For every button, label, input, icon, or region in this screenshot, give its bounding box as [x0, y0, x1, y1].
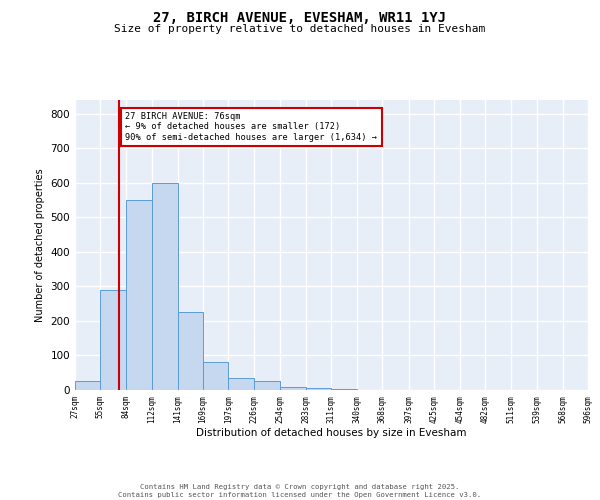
Bar — [75, 382, 100, 390]
Y-axis label: Number of detached properties: Number of detached properties — [35, 168, 45, 322]
Bar — [203, 362, 228, 390]
Bar — [306, 388, 331, 390]
Bar — [152, 183, 178, 390]
Bar — [280, 386, 306, 390]
Bar — [228, 378, 254, 390]
Bar — [178, 312, 203, 390]
Bar — [100, 290, 127, 390]
Bar — [331, 389, 357, 390]
Text: 27, BIRCH AVENUE, EVESHAM, WR11 1YJ: 27, BIRCH AVENUE, EVESHAM, WR11 1YJ — [154, 11, 446, 25]
X-axis label: Distribution of detached houses by size in Evesham: Distribution of detached houses by size … — [196, 428, 467, 438]
Text: 27 BIRCH AVENUE: 76sqm
← 9% of detached houses are smaller (172)
90% of semi-det: 27 BIRCH AVENUE: 76sqm ← 9% of detached … — [125, 112, 377, 142]
Text: Contains HM Land Registry data © Crown copyright and database right 2025.
Contai: Contains HM Land Registry data © Crown c… — [118, 484, 482, 498]
Bar — [254, 382, 280, 390]
Bar — [127, 200, 152, 390]
Text: Size of property relative to detached houses in Evesham: Size of property relative to detached ho… — [115, 24, 485, 34]
